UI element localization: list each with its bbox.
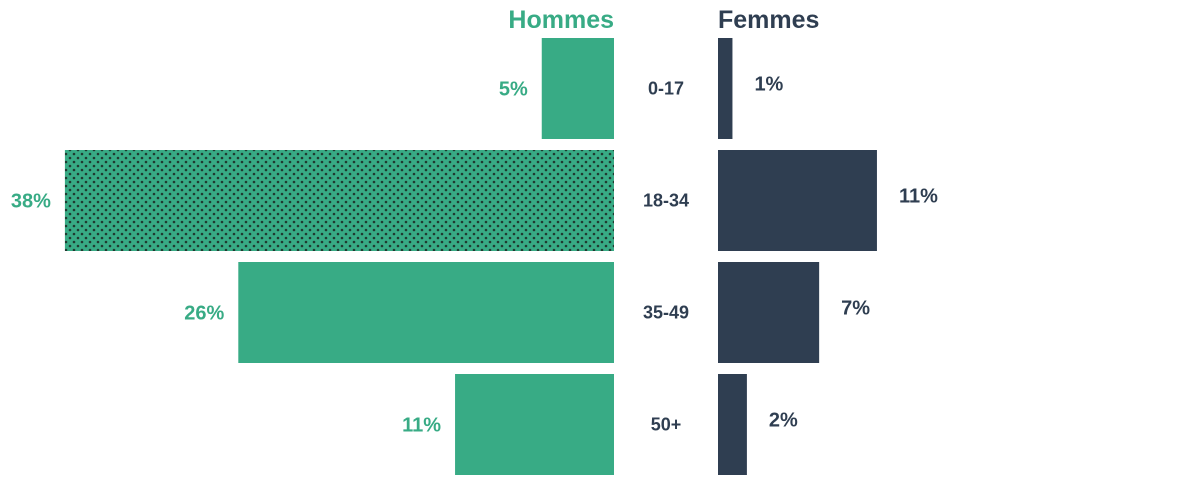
value-label-femmes-0-17: 1% bbox=[754, 74, 783, 96]
bar-hommes-50+ bbox=[455, 374, 614, 475]
category-label-18-34: 18-34 bbox=[643, 191, 689, 211]
series-header-femmes: Femmes bbox=[718, 6, 819, 34]
series-header-hommes: Hommes bbox=[508, 6, 614, 34]
value-label-hommes-18-34: 38% bbox=[11, 191, 51, 213]
bar-femmes-18-34 bbox=[718, 150, 877, 251]
category-label-50+: 50+ bbox=[651, 415, 682, 435]
bar-hommes-0-17 bbox=[541, 38, 614, 139]
value-label-hommes-35-49: 26% bbox=[184, 303, 224, 325]
bars-group: 5% 1% 0-17 38% 11% 18-34 26% 7% 35-49 11% 2% 50+ bbox=[11, 38, 938, 475]
value-label-femmes-50+: 2% bbox=[769, 410, 798, 432]
bar-femmes-50+ bbox=[718, 374, 747, 475]
bar-femmes-35-49 bbox=[718, 262, 820, 363]
category-label-35-49: 35-49 bbox=[643, 303, 689, 323]
bar-femmes-0-17 bbox=[718, 38, 733, 139]
bar-hommes-35-49 bbox=[238, 262, 615, 363]
value-label-hommes-50+: 11% bbox=[402, 415, 441, 437]
category-label-0-17: 0-17 bbox=[648, 79, 684, 99]
value-label-femmes-18-34: 11% bbox=[899, 186, 938, 208]
bar-hommes-18-34 bbox=[64, 150, 614, 251]
value-label-femmes-35-49: 7% bbox=[841, 298, 870, 320]
value-label-hommes-0-17: 5% bbox=[499, 79, 528, 101]
